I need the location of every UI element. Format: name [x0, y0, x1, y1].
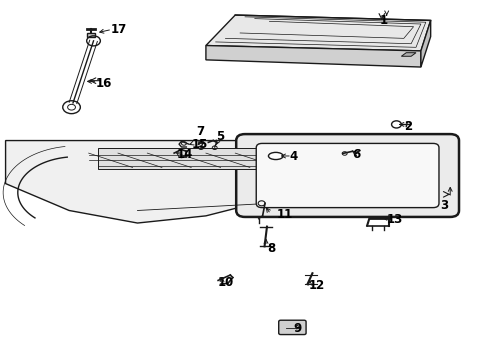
- FancyBboxPatch shape: [236, 134, 459, 217]
- Text: 12: 12: [309, 279, 325, 292]
- Text: 5: 5: [216, 130, 224, 144]
- Bar: [87, 33, 95, 37]
- Text: 10: 10: [218, 276, 234, 289]
- Text: 9: 9: [294, 322, 302, 335]
- Text: 6: 6: [352, 148, 361, 161]
- Text: 16: 16: [96, 77, 112, 90]
- Text: 17: 17: [111, 23, 127, 36]
- Text: 15: 15: [191, 138, 208, 150]
- Text: 4: 4: [289, 150, 297, 163]
- Text: 13: 13: [387, 213, 403, 226]
- Text: 2: 2: [404, 120, 412, 133]
- Polygon shape: [206, 45, 421, 67]
- Polygon shape: [206, 15, 431, 51]
- FancyBboxPatch shape: [256, 143, 439, 208]
- Text: 14: 14: [176, 148, 193, 161]
- Polygon shape: [401, 53, 416, 56]
- Polygon shape: [98, 148, 294, 169]
- FancyBboxPatch shape: [279, 320, 306, 334]
- Text: 11: 11: [277, 208, 293, 221]
- Text: 3: 3: [441, 199, 448, 212]
- Text: 7: 7: [196, 125, 204, 138]
- Ellipse shape: [269, 152, 283, 159]
- Polygon shape: [5, 140, 304, 223]
- Polygon shape: [421, 21, 431, 67]
- Text: 1: 1: [379, 14, 388, 27]
- Text: 8: 8: [267, 242, 275, 255]
